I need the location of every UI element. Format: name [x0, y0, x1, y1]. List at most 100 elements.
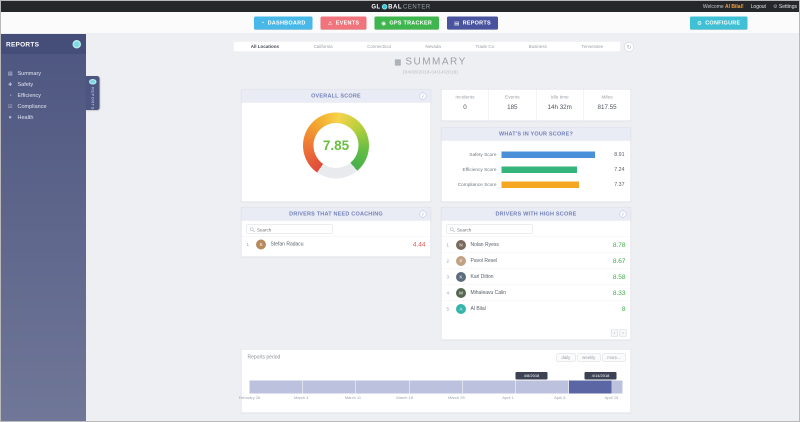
info-icon[interactable]: i	[419, 210, 427, 218]
location-subtab[interactable]: Tennessee	[581, 44, 604, 49]
driver-row[interactable]: 3 K Karl Dilton 8.58	[441, 268, 631, 285]
topbar-right: Welcome Al Bilal! Logout ⚙ Settings	[703, 1, 797, 12]
timeline-tick-label: March 18	[396, 395, 413, 401]
stat-value: 14h 32m	[547, 103, 572, 111]
pagination: ‹ ›	[611, 329, 627, 337]
driver-row[interactable]: 5 A Al Bilal 8	[441, 300, 631, 317]
period-range-button[interactable]: more...	[602, 353, 626, 362]
nav-button-icon: ⚠	[327, 20, 333, 27]
nav-button-label: GPS TRACKER	[389, 20, 433, 26]
coaching-search-row	[246, 224, 426, 234]
logo-text-left: GL	[371, 3, 381, 10]
settings-label: Settings	[778, 3, 797, 10]
timeline-tick-cell: March 11	[345, 396, 405, 402]
coaching-search-input[interactable]	[247, 226, 332, 234]
prev-page-button[interactable]: ‹	[611, 329, 618, 337]
reports-mini-tab[interactable]: REPORTS	[86, 76, 100, 110]
location-subtab[interactable]: California	[313, 44, 333, 49]
next-page-button[interactable]: ›	[619, 329, 627, 337]
location-subtabs: All Locations California Connecticut Nev…	[233, 41, 621, 52]
period-range-button[interactable]: weekly	[577, 353, 601, 362]
page-subtitle: (04/08/2018-04/14/2018)	[402, 69, 459, 75]
main-nav: ◔ DASHBOARD ⚠ EVENTS ◉ GPS TRACKER ▤ REP…	[1, 12, 799, 34]
timeline-week-segment[interactable]	[462, 380, 516, 394]
score-breakdown-title: WHAT'S IN YOUR SCORE?	[498, 130, 574, 137]
configure-label: CONFIGURE	[705, 20, 741, 26]
nav-button-icon: ◔	[261, 20, 265, 26]
gear-icon: ⚙	[772, 3, 778, 10]
location-subtab[interactable]: Nevada	[425, 44, 441, 49]
driver-score: 8.67	[612, 257, 626, 265]
sidebar-item-label: Safety	[17, 81, 34, 88]
score-row: Efficiency Score 7.24	[448, 162, 625, 177]
sidebar-items: ▤ Summary ✚ Safety ◔ Efficiency ☑ Compli…	[1, 68, 86, 123]
timeline-week-segment[interactable]	[409, 380, 463, 394]
location-subtab[interactable]: All Locations	[250, 44, 280, 49]
nav-button-label: EVENTS	[335, 20, 360, 26]
timeline-week-segment[interactable]	[356, 380, 410, 394]
timeline-last-tick-label: April 15	[604, 395, 619, 401]
sidebar-item-label: Efficiency	[17, 92, 41, 99]
driver-score: 4.44	[412, 240, 426, 249]
sidebar-item[interactable]: ✚ Safety	[1, 79, 86, 90]
timeline-week-segment[interactable]	[249, 380, 303, 394]
globe-icon	[381, 3, 388, 10]
high-score-search-input[interactable]	[447, 226, 532, 234]
nav-button[interactable]: ◔ DASHBOARD	[254, 16, 313, 30]
sidebar-item[interactable]: ◔ Efficiency	[1, 90, 86, 101]
sidebar-item[interactable]: ♥ Health	[1, 112, 86, 123]
sidebar-item-label: Compliance	[17, 103, 47, 110]
timeline-tick-cell: March 18	[396, 396, 457, 402]
driver-row[interactable]: 4 M Mihaleavu Calin 8.33	[441, 284, 631, 301]
sidebar-item-icon: ▤	[7, 70, 13, 77]
high-score-rows: 1 N Nolan Ryess 8.78 2 P Pavol Resel 8.6…	[441, 236, 631, 317]
driver-avatar: S	[256, 239, 266, 250]
refresh-button[interactable]: ↻	[624, 42, 634, 52]
stat-value: 185	[507, 103, 518, 111]
timeline-tick-label: March 4	[293, 395, 309, 401]
info-icon[interactable]: i	[419, 92, 427, 100]
location-subtab[interactable]: Connecticut	[367, 44, 391, 49]
score-bar-track	[501, 151, 607, 158]
coaching-header: DRIVERS THAT NEED COACHING i	[241, 207, 431, 221]
timeline-week-segment[interactable]	[515, 380, 570, 394]
period-start-tooltip: 4/8/2018	[515, 372, 548, 380]
stat-label: Idle time	[550, 94, 569, 101]
period-buttons: daily weekly more...	[556, 353, 626, 362]
nav-button-icon: ◉	[381, 20, 387, 27]
driver-row[interactable]: 2 P Pavol Resel 8.67	[441, 252, 631, 269]
score-gauge: 7.85	[303, 112, 369, 179]
sidebar-item[interactable]: ▤ Summary	[1, 68, 86, 79]
high-score-header: DRIVERS WITH HIGH SCORE i	[441, 207, 631, 221]
location-subtab[interactable]: Business	[528, 44, 547, 49]
driver-score: 8.33	[612, 289, 626, 297]
timeline-tick-label: March 25	[448, 395, 465, 401]
nav-button[interactable]: ◉ GPS TRACKER	[374, 16, 440, 30]
period-end-tooltip: 4/14/2018	[584, 372, 617, 380]
driver-rank: 1	[246, 241, 250, 247]
sidebar: REPORTS ▤ Summary ✚ Safety ◔ Efficiency	[1, 34, 86, 421]
score-bar-track	[501, 181, 607, 188]
timeline-stub-segment	[611, 380, 623, 394]
sidebar-item[interactable]: ☑ Compliance	[1, 101, 86, 112]
settings-link[interactable]: ⚙ Settings	[773, 4, 797, 10]
driver-name: Pavol Resel	[470, 258, 498, 264]
stat-column: Events 185	[489, 89, 537, 121]
period-range-button[interactable]: daily	[556, 353, 576, 362]
logo-text-right: CENTER	[403, 3, 431, 10]
nav-button[interactable]: ▤ REPORTS	[447, 16, 498, 30]
driver-row[interactable]: 1 N Nolan Ryess 8.78	[441, 236, 631, 253]
driver-row[interactable]: 1 S Stefan Radacu 4.44	[241, 236, 431, 252]
timeline-week-segment[interactable]	[302, 380, 357, 394]
configure-button[interactable]: ⚙ CONFIGURE	[690, 16, 748, 30]
driver-rank: 5	[446, 306, 450, 312]
location-subtab[interactable]: Trade Co	[475, 44, 495, 49]
logout-link[interactable]: Logout	[750, 3, 766, 10]
brand-orb-icon	[89, 79, 97, 85]
nav-button[interactable]: ⚠ EVENTS	[320, 16, 367, 30]
timeline-tick-labels: April 15 February 26 March 4 March 11 Ma…	[239, 395, 619, 402]
score-row-label: Safety Score	[469, 151, 497, 158]
period-timeline[interactable]	[249, 380, 623, 394]
info-icon[interactable]: i	[619, 210, 627, 218]
